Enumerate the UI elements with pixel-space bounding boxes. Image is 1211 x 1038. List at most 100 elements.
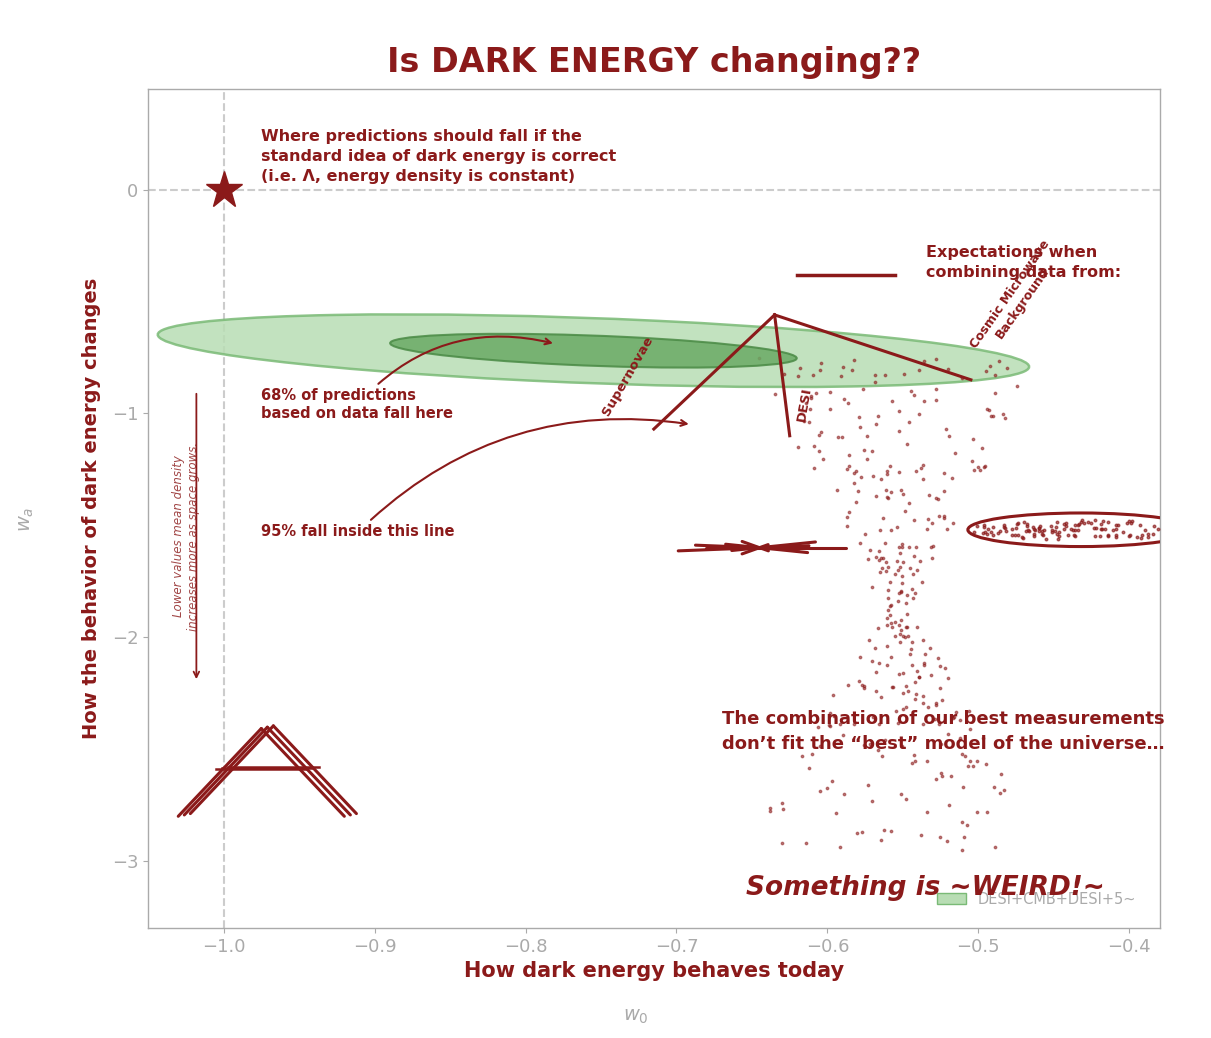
Text: $w_0$: $w_0$ (622, 1007, 649, 1026)
Point (854, 678, 873, 694)
Point (1085, 527, 1104, 544)
Point (977, 525, 997, 542)
Point (1025, 522, 1044, 539)
Point (1074, 515, 1094, 531)
Point (838, 518, 857, 535)
Point (981, 357, 1000, 374)
Point (968, 803, 987, 820)
Point (850, 419, 869, 436)
Point (1054, 516, 1073, 532)
Point (909, 668, 929, 685)
Point (991, 522, 1010, 539)
Point (868, 408, 888, 425)
Point (880, 606, 900, 623)
Point (873, 559, 893, 576)
Point (989, 353, 1009, 370)
Point (822, 773, 842, 790)
Point (931, 680, 951, 696)
Point (1012, 528, 1032, 545)
Point (882, 823, 901, 840)
Point (817, 781, 837, 797)
Point (930, 657, 949, 674)
Text: DESI: DESI (796, 386, 814, 422)
Point (958, 758, 977, 774)
Point (1032, 525, 1051, 542)
Point (885, 628, 905, 645)
Point (902, 657, 922, 674)
Point (890, 633, 909, 650)
Point (914, 657, 934, 674)
Point (926, 391, 946, 408)
Point (975, 519, 994, 536)
Point (926, 351, 946, 367)
Point (953, 780, 972, 796)
Point (1048, 525, 1067, 542)
Point (1160, 521, 1180, 538)
Point (765, 385, 785, 402)
Point (913, 715, 932, 732)
Point (799, 414, 819, 431)
Point (995, 410, 1015, 427)
Point (877, 563, 896, 579)
Point (1068, 522, 1087, 539)
Point (941, 768, 960, 785)
Point (839, 503, 859, 520)
Point (799, 759, 819, 775)
Point (889, 617, 908, 633)
Point (918, 753, 937, 769)
Text: $w_a$: $w_a$ (17, 507, 36, 531)
Point (872, 689, 891, 706)
Point (905, 674, 924, 690)
Point (1025, 528, 1044, 545)
Point (842, 362, 861, 379)
Point (1092, 513, 1112, 529)
Point (896, 595, 916, 611)
Point (926, 696, 946, 713)
Point (853, 824, 872, 841)
Point (1084, 520, 1103, 537)
Point (1037, 530, 1056, 547)
Point (805, 460, 825, 476)
Point (945, 444, 964, 461)
Point (939, 670, 958, 686)
Point (983, 526, 1003, 543)
Point (1127, 528, 1147, 545)
Point (1103, 521, 1123, 538)
Legend: DESI+CMB+DESI+5~: DESI+CMB+DESI+5~ (931, 885, 1142, 912)
Point (893, 738, 912, 755)
Point (761, 803, 780, 820)
Point (922, 666, 941, 683)
Point (889, 562, 908, 578)
Point (810, 738, 830, 755)
Point (1029, 519, 1049, 536)
Point (1017, 516, 1037, 532)
Point (900, 539, 919, 555)
Point (893, 536, 912, 552)
Point (800, 401, 820, 417)
Point (885, 566, 905, 582)
Point (968, 518, 987, 535)
Point (907, 562, 926, 578)
Point (919, 487, 939, 503)
Point (833, 359, 853, 376)
Point (974, 525, 993, 542)
Point (869, 552, 889, 569)
Point (1056, 518, 1075, 535)
Point (1136, 522, 1155, 539)
Point (827, 482, 846, 498)
Point (916, 646, 935, 662)
Point (855, 680, 874, 696)
Point (982, 407, 1001, 424)
Point (894, 701, 913, 717)
Point (926, 694, 946, 711)
Point (1131, 517, 1150, 534)
Point (820, 401, 839, 417)
Point (931, 736, 951, 753)
Point (897, 588, 917, 604)
Point (878, 490, 897, 507)
Point (952, 745, 971, 762)
Point (985, 780, 1004, 796)
Point (905, 548, 924, 565)
Point (878, 463, 897, 480)
Point (1056, 514, 1075, 530)
